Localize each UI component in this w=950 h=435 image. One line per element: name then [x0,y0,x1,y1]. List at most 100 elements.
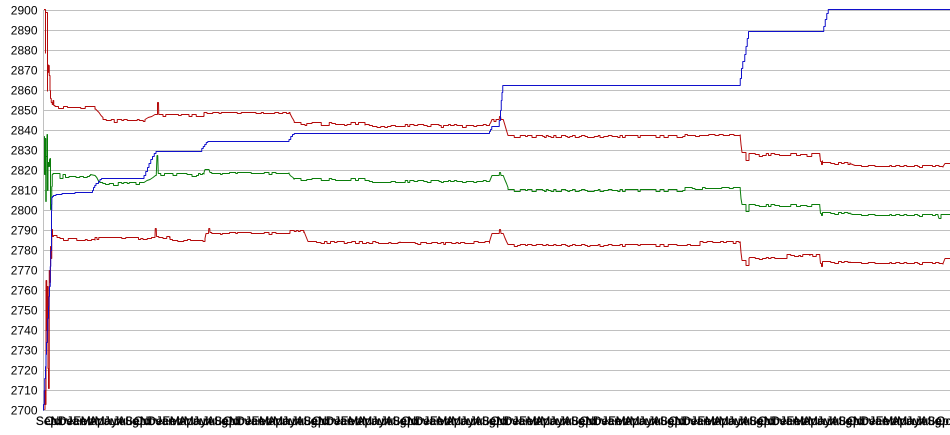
svg-text:Dec: Dec [415,414,436,428]
svg-text:May: May [540,414,563,428]
svg-text:Jan: Jan [334,414,353,428]
svg-text:Feb: Feb [697,414,718,428]
svg-text:Apr: Apr [624,414,643,428]
svg-text:Sep: Sep [214,414,236,428]
svg-text:Oct: Oct [490,414,509,428]
svg-text:Jun: Jun [817,414,836,428]
svg-text:Nov: Nov [675,414,696,428]
svg-text:2770: 2770 [11,264,38,278]
svg-text:Jan: Jan [780,414,799,428]
svg-text:2780: 2780 [11,244,38,258]
svg-text:Apr: Apr [892,414,911,428]
svg-text:Jun: Jun [639,414,658,428]
svg-text:Jul: Jul [113,414,128,428]
svg-text:Nov: Nov [140,414,161,428]
svg-text:Aug: Aug [653,414,674,428]
svg-text:Jun: Jun [550,414,569,428]
svg-text:Mar: Mar [170,414,191,428]
svg-text:May: May [897,414,920,428]
svg-text:Feb: Feb [73,414,94,428]
svg-text:Mar: Mar [81,414,102,428]
svg-text:2880: 2880 [11,44,38,58]
svg-text:Aug: Aug [474,414,495,428]
svg-text:Dec: Dec [593,414,614,428]
svg-text:Jul: Jul [916,414,931,428]
svg-text:Oct: Oct [223,414,242,428]
svg-text:2860: 2860 [11,84,38,98]
svg-text:Oct: Oct [758,414,777,428]
svg-text:Sep: Sep [482,414,504,428]
svg-text:Jan: Jan [156,414,175,428]
svg-text:Mar: Mar [705,414,726,428]
svg-text:Feb: Feb [787,414,808,428]
svg-text:Apr: Apr [267,414,286,428]
svg-text:2810: 2810 [11,184,38,198]
svg-text:Apr: Apr [89,414,108,428]
svg-text:2710: 2710 [11,384,38,398]
svg-text:2740: 2740 [11,324,38,338]
svg-text:Nov: Nov [853,414,874,428]
svg-text:Apr: Apr [713,414,732,428]
svg-text:Jul: Jul [291,414,306,428]
svg-text:Jun: Jun [460,414,479,428]
svg-text:Jun: Jun [104,414,123,428]
svg-text:Sep: Sep [927,414,949,428]
svg-text:Jun: Jun [282,414,301,428]
svg-text:Oct: Oct [401,414,420,428]
svg-text:Nov: Nov [764,414,785,428]
svg-text:Oct: Oct [936,414,950,428]
svg-text:Feb: Feb [608,414,629,428]
svg-text:Jan: Jan [512,414,531,428]
svg-text:Aug: Aug [385,414,406,428]
svg-text:Jun: Jun [371,414,390,428]
svg-text:Feb: Feb [876,414,897,428]
svg-text:2850: 2850 [11,104,38,118]
svg-text:Oct: Oct [580,414,599,428]
svg-text:May: May [630,414,653,428]
svg-text:Jul: Jul [202,414,217,428]
svg-text:Sep: Sep [392,414,414,428]
svg-text:Jul: Jul [559,414,574,428]
svg-text:Jun: Jun [728,414,747,428]
svg-text:Mar: Mar [883,414,904,428]
svg-text:May: May [362,414,385,428]
svg-text:Jan: Jan [245,414,264,428]
svg-text:Sep: Sep [838,414,860,428]
svg-text:Aug: Aug [742,414,763,428]
svg-text:Jun: Jun [193,414,212,428]
svg-text:Jan: Jan [691,414,710,428]
svg-text:Oct: Oct [847,414,866,428]
svg-text:Apr: Apr [357,414,376,428]
svg-text:Jul: Jul [737,414,752,428]
svg-text:Dec: Dec [58,414,79,428]
svg-text:Feb: Feb [252,414,273,428]
svg-text:Dec: Dec [236,414,257,428]
svg-text:May: May [719,414,742,428]
svg-text:Dec: Dec [504,414,525,428]
svg-text:Feb: Feb [430,414,451,428]
svg-text:Oct: Oct [134,414,153,428]
svg-text:Jul: Jul [826,414,841,428]
svg-text:Jul: Jul [648,414,663,428]
svg-text:Sep: Sep [303,414,325,428]
svg-text:Sep: Sep [660,414,682,428]
svg-text:May: May [95,414,118,428]
svg-text:2870: 2870 [11,64,38,78]
svg-text:Apr: Apr [535,414,554,428]
svg-text:2820: 2820 [11,164,38,178]
svg-text:2730: 2730 [11,344,38,358]
svg-text:Jul: Jul [470,414,485,428]
svg-text:May: May [184,414,207,428]
svg-text:2830: 2830 [11,144,38,158]
svg-text:2800: 2800 [11,204,38,218]
svg-text:Jan: Jan [67,414,86,428]
svg-text:Nov: Nov [407,414,428,428]
svg-text:Dec: Dec [326,414,347,428]
svg-text:Sep: Sep [571,414,593,428]
svg-text:Jun: Jun [906,414,925,428]
svg-text:Oct: Oct [45,414,64,428]
svg-text:Apr: Apr [178,414,197,428]
svg-text:Feb: Feb [519,414,540,428]
svg-text:Nov: Nov [497,414,518,428]
svg-text:Feb: Feb [162,414,183,428]
